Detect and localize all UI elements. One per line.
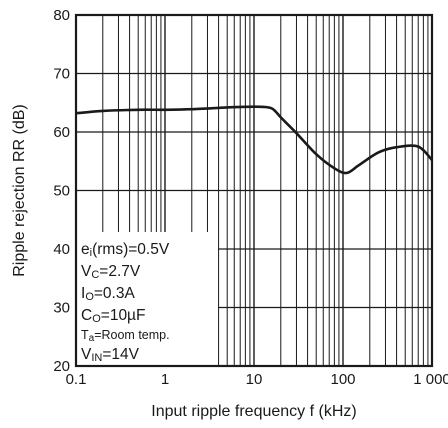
y-tick-label: 60	[53, 124, 70, 141]
x-tick-label: 1 000	[413, 371, 448, 388]
ta-condition: Ta=Room temp.	[81, 328, 170, 344]
vin-condition: VIN=14V	[81, 346, 140, 364]
x-axis-title: Input ripple frequency f (kHz)	[151, 403, 356, 420]
y-tick-label: 50	[53, 183, 70, 200]
conditions-text: ei(rms)=0.5V VC=2.7V IO=0.3A CO=10µF Ta=Room…	[81, 241, 170, 364]
y-tick-label: 80	[53, 7, 70, 24]
y-axis-title: Ripple rejection RR (dB)	[11, 104, 28, 277]
x-tick-labels: 0.1 1 10 100 1 000	[66, 371, 448, 388]
conditions-box	[77, 232, 218, 365]
vc-condition: VC=2.7V	[81, 263, 141, 281]
ei-condition: ei(rms)=0.5V	[81, 241, 170, 259]
co-condition: CO=10µF	[81, 307, 145, 325]
y-tick-label: 70	[53, 66, 70, 83]
grid	[76, 15, 432, 366]
x-tick-label: 10	[246, 371, 263, 388]
x-tick-label: 100	[330, 371, 355, 388]
y-tick-label: 30	[53, 300, 70, 317]
y-tick-labels: 20 30 40 50 60 70 80	[53, 7, 70, 375]
x-tick-label: 0.1	[66, 371, 87, 388]
y-tick-label: 40	[53, 241, 70, 258]
io-condition: IO=0.3A	[81, 285, 135, 303]
series-line	[75, 105, 433, 175]
y-tick-label: 20	[53, 358, 70, 375]
plot-frame	[74, 13, 434, 368]
x-tick-label: 1	[161, 371, 169, 388]
